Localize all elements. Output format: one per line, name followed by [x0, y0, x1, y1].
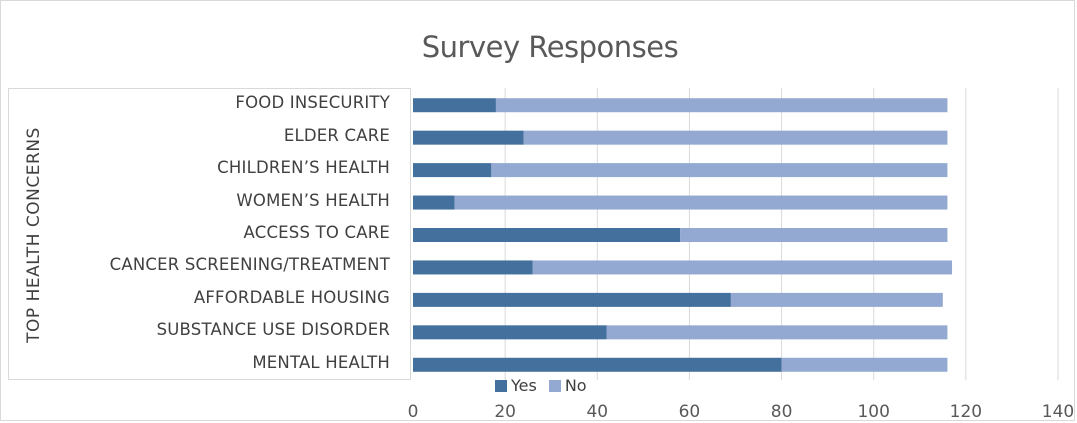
- bar-no: [523, 130, 948, 145]
- category-label: AFFORDABLE HOUSING: [193, 287, 390, 307]
- bar-no: [532, 260, 953, 275]
- bar-yes: [413, 98, 496, 113]
- legend-label-no: No: [564, 376, 587, 395]
- bar-yes: [413, 325, 607, 340]
- legend-item-no: No: [548, 376, 587, 395]
- bar-yes: [413, 228, 681, 242]
- category-label: FOOD INSECURITY: [235, 93, 390, 113]
- x-tick-label: 20: [494, 402, 516, 422]
- bar-no: [781, 357, 948, 372]
- bar-yes: [413, 130, 524, 145]
- bar-no: [495, 98, 948, 113]
- category-label-box: [8, 88, 411, 380]
- bar-yes: [413, 260, 533, 275]
- category-label: MENTAL HEALTH: [252, 352, 390, 372]
- bar-no: [730, 292, 943, 307]
- category-label: CANCER SCREENING/TREATMENT: [109, 255, 390, 275]
- legend-swatch-yes: [495, 379, 507, 392]
- category-label: WOMEN’S HEALTH: [236, 190, 390, 210]
- legend-label-yes: Yes: [511, 376, 537, 395]
- x-tick-label: 40: [586, 402, 608, 422]
- x-tick-label: 60: [679, 402, 701, 422]
- category-label: ACCESS TO CARE: [243, 223, 390, 242]
- legend-item-yes: Yes: [495, 376, 537, 395]
- category-label: SUBSTANCE USE DISORDER: [156, 320, 390, 340]
- category-label: CHILDREN’S HEALTH: [217, 158, 390, 178]
- x-tick-label: 120: [950, 402, 982, 422]
- legend: Yes No: [495, 376, 599, 395]
- bar-yes: [413, 163, 492, 178]
- x-tick-label: 80: [771, 402, 793, 422]
- x-tick-label: 100: [857, 402, 889, 422]
- bar-yes: [413, 195, 455, 210]
- legend-swatch-no: [548, 379, 561, 392]
- bar-no: [454, 195, 948, 210]
- x-tick-label: 0: [408, 402, 419, 422]
- bar-no: [680, 228, 948, 242]
- bar-yes: [413, 357, 782, 372]
- bar-yes: [413, 292, 731, 307]
- x-tick-label: 140: [1042, 402, 1074, 422]
- category-label: ELDER CARE: [283, 125, 390, 145]
- chart-title: Survey Responses: [421, 30, 679, 64]
- bar-no: [491, 163, 948, 178]
- bar-no: [606, 325, 948, 340]
